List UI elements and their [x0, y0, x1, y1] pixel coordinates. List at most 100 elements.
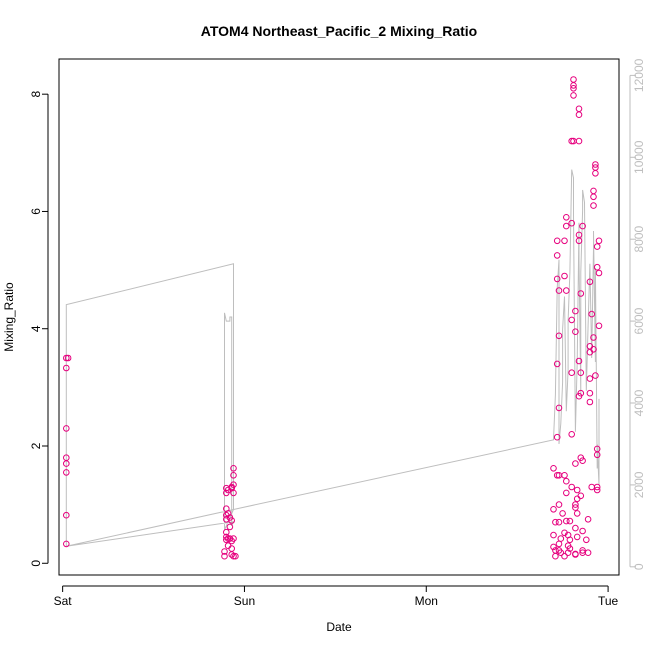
data-point: [579, 457, 586, 465]
data-point: [579, 547, 586, 554]
data-point: [575, 111, 583, 118]
series-line: [65, 169, 600, 547]
data-point: [572, 524, 579, 532]
data-point: [555, 287, 563, 294]
data-point: [63, 425, 70, 432]
data-point: [570, 85, 577, 92]
y-axis-right: 0 2000 4000 6000 8000 10000 12000: [629, 58, 646, 570]
data-point: [592, 372, 599, 379]
data-point: [563, 214, 570, 221]
data-point: [593, 243, 601, 250]
data-point: [230, 481, 237, 489]
y-axis-left: 0 2 4 6 8: [29, 91, 49, 567]
data-point: [230, 465, 237, 472]
data-point: [579, 527, 586, 535]
data-point: [566, 536, 574, 544]
data-point: [586, 398, 594, 406]
data-point: [595, 322, 603, 330]
chart-title: ATOM4 Northeast_Pacific_2 Mixing_Ratio: [201, 23, 477, 39]
data-point: [568, 137, 576, 145]
data-point: [570, 92, 577, 99]
data-point: [572, 504, 579, 511]
data-point: [63, 511, 70, 519]
data-point: [228, 545, 235, 552]
data-point: [577, 369, 585, 377]
x-tick-label: Sun: [234, 594, 255, 608]
data-point: [566, 517, 574, 525]
data-point: [557, 535, 565, 542]
data-point: [590, 334, 597, 341]
data-point: [555, 518, 563, 526]
data-point: [572, 501, 579, 508]
x-axis: Sat Sun Mon Tue: [54, 585, 619, 608]
data-point: [230, 489, 237, 497]
data-point: [577, 492, 585, 500]
y2-tick-label: 2000: [632, 471, 646, 498]
data-point: [555, 332, 563, 340]
data-point: [550, 531, 557, 539]
data-point: [572, 551, 579, 558]
data-point: [553, 433, 561, 441]
data-point: [230, 552, 237, 560]
data-point: [586, 375, 594, 382]
data-point: [563, 287, 570, 294]
y2-tick-label: 10000: [632, 140, 646, 174]
data-point: [568, 219, 576, 227]
x-tick-label: Tue: [598, 594, 619, 608]
y2-tick-label: 12000: [632, 58, 646, 92]
data-point: [595, 269, 603, 277]
data-point: [564, 549, 572, 557]
data-point: [230, 472, 237, 479]
data-point: [588, 483, 596, 491]
x-tick-label: Sat: [54, 594, 73, 608]
data-point: [555, 540, 563, 548]
data-point: [553, 472, 561, 479]
data-point: [559, 510, 566, 517]
data-point: [223, 528, 230, 536]
series-line-layer: [65, 169, 600, 547]
data-point: [563, 222, 570, 230]
data-point: [232, 552, 239, 560]
data-point: [568, 316, 576, 324]
data-point: [63, 454, 70, 462]
data-point: [63, 364, 70, 372]
data-point: [228, 517, 235, 524]
x-axis-label: Date: [326, 620, 352, 634]
data-point: [577, 290, 585, 297]
data-point: [570, 82, 577, 89]
data-point: [572, 328, 579, 336]
data-point: [579, 222, 586, 230]
data-point: [552, 518, 559, 526]
data-point: [230, 535, 237, 542]
data-point: [561, 552, 568, 560]
data-point: [568, 369, 576, 377]
data-point: [555, 501, 563, 508]
data-point: [550, 506, 557, 513]
data-point: [586, 389, 594, 397]
plot-frame: [58, 58, 620, 576]
data-point: [224, 510, 232, 517]
y-tick-label: 0: [29, 560, 43, 567]
data-point: [570, 76, 577, 83]
data-point: [221, 548, 228, 555]
data-point: [590, 193, 597, 201]
y2-tick-label: 4000: [632, 389, 646, 416]
data-point: [561, 472, 568, 479]
y2-tick-label: 0: [632, 563, 646, 570]
data-point: [221, 552, 228, 560]
data-point: [550, 543, 557, 551]
data-point: [575, 231, 583, 239]
data-point: [63, 540, 70, 548]
data-point: [561, 237, 568, 245]
data-point: [575, 137, 583, 145]
data-point: [226, 523, 234, 531]
data-point: [575, 105, 583, 113]
data-point: [64, 354, 72, 362]
data-point: [592, 170, 599, 177]
data-point: [63, 354, 70, 362]
y-tick-label: 4: [29, 325, 43, 332]
data-point: [572, 460, 579, 467]
y-axis-label: Mixing_Ratio: [2, 282, 16, 352]
data-point: [573, 495, 581, 503]
data-point: [586, 278, 594, 286]
